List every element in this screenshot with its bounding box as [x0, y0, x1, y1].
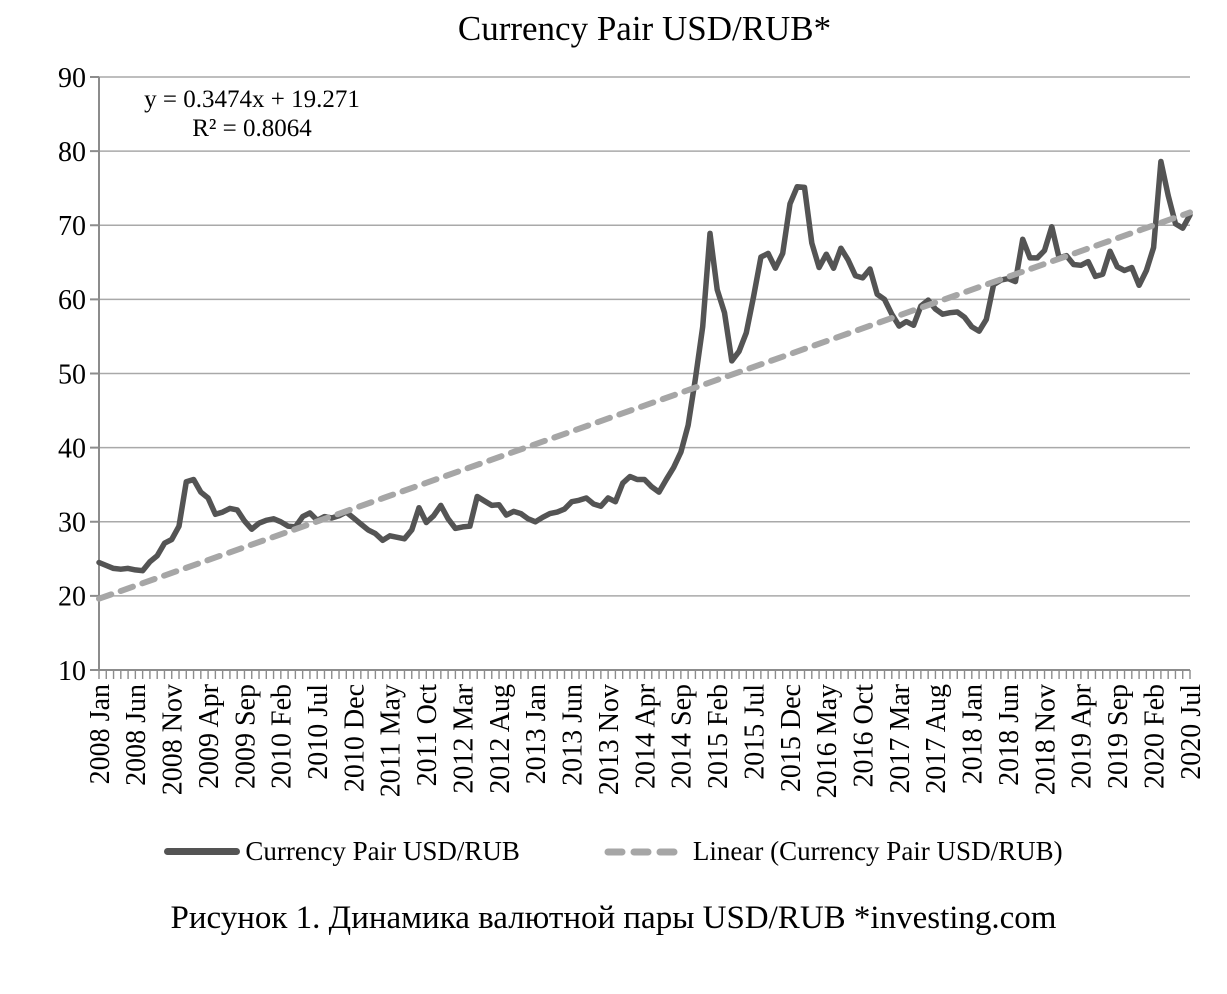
x-tick-label: 2013 Jun: [558, 684, 589, 786]
x-tick-label: 2013 Jan: [521, 684, 552, 784]
x-tick-label: 2020 Feb: [1139, 684, 1170, 789]
x-tick-label: 2011 May: [376, 684, 407, 797]
x-tick-label: 2016 May: [812, 684, 843, 798]
x-tick-label: 2009 Apr: [194, 683, 225, 789]
y-tick-label: 50: [58, 359, 86, 390]
trendline-equation: y = 0.3474x + 19.271 R² = 0.8064: [126, 85, 378, 144]
x-tick-label: 2019 Sep: [1103, 684, 1134, 789]
figure-caption: Рисунок 1. Динамика валютной пары USD/RU…: [170, 900, 1057, 936]
y-tick-label: 80: [58, 137, 86, 168]
y-tick-label: 10: [58, 656, 86, 687]
series-line-swatch: [164, 848, 241, 855]
x-tick-label: 2008 Nov: [158, 684, 189, 795]
trendline-equation-line1: y = 0.3474x + 19.271: [144, 86, 360, 113]
x-tick-label: 2015 Jul: [739, 684, 770, 780]
x-tick-label: 2015 Feb: [703, 684, 734, 789]
trend-line-swatch: [604, 848, 688, 855]
x-tick-label: 2008 Jun: [121, 684, 152, 786]
x-tick-label: 2017 Aug: [921, 684, 952, 794]
chart-legend: Currency Pair USD/RUB Linear (Currency P…: [0, 836, 1227, 867]
x-tick-label: 2018 Jan: [958, 684, 989, 784]
y-tick-label: 60: [58, 285, 86, 316]
y-tick-label: 90: [58, 63, 86, 94]
x-tick-label: 2015 Dec: [776, 684, 807, 792]
chart-title: Currency Pair USD/RUB*: [457, 9, 832, 48]
legend-trendline-label: Linear (Currency Pair USD/RUB): [692, 836, 1063, 866]
series-line: [96, 158, 1193, 574]
legend-series-label: Currency Pair USD/RUB: [245, 836, 520, 866]
x-tick-label: 2018 Nov: [1030, 684, 1061, 795]
x-tick-label: 2011 Oct: [412, 684, 443, 787]
trendline-equation-r2: R² = 0.8064: [192, 115, 312, 143]
x-tick-label: 2017 Mar: [885, 683, 916, 793]
y-tick-label: 30: [58, 508, 86, 539]
x-tick-label: 2010 Feb: [267, 684, 298, 789]
x-tick-label: 2008 Jan: [85, 684, 116, 784]
x-tick-label: 2018 Jun: [994, 684, 1025, 786]
x-tick-label: 2013 Nov: [594, 684, 625, 795]
y-tick-label: 70: [58, 211, 86, 242]
y-tick-label: 20: [58, 582, 86, 613]
x-tick-label: 2016 Oct: [849, 684, 880, 788]
x-tick-label: 2014 Sep: [667, 684, 698, 789]
x-tick-label: 2014 Apr: [630, 683, 661, 789]
legend-item-series: Currency Pair USD/RUB: [164, 836, 520, 867]
x-tick-label: 2012 Aug: [485, 684, 516, 794]
x-tick-label: 2009 Sep: [230, 684, 261, 789]
legend-item-trendline: Linear (Currency Pair USD/RUB): [604, 836, 1063, 867]
x-tick-label: 2010 Dec: [339, 684, 370, 792]
trend-line: [96, 209, 1193, 602]
plot-area: 10 20 30 40 50 60 70 80 90 2008 Jan 2008 Jun 2008 N…: [58, 63, 1207, 799]
x-tick-label: 2020 Jul: [1176, 684, 1207, 780]
x-tick-label: 2012 Mar: [448, 683, 479, 793]
x-tick-label: 2010 Jul: [303, 684, 334, 780]
y-tick-label: 40: [58, 433, 86, 464]
x-tick-label: 2019 Apr: [1067, 683, 1098, 789]
